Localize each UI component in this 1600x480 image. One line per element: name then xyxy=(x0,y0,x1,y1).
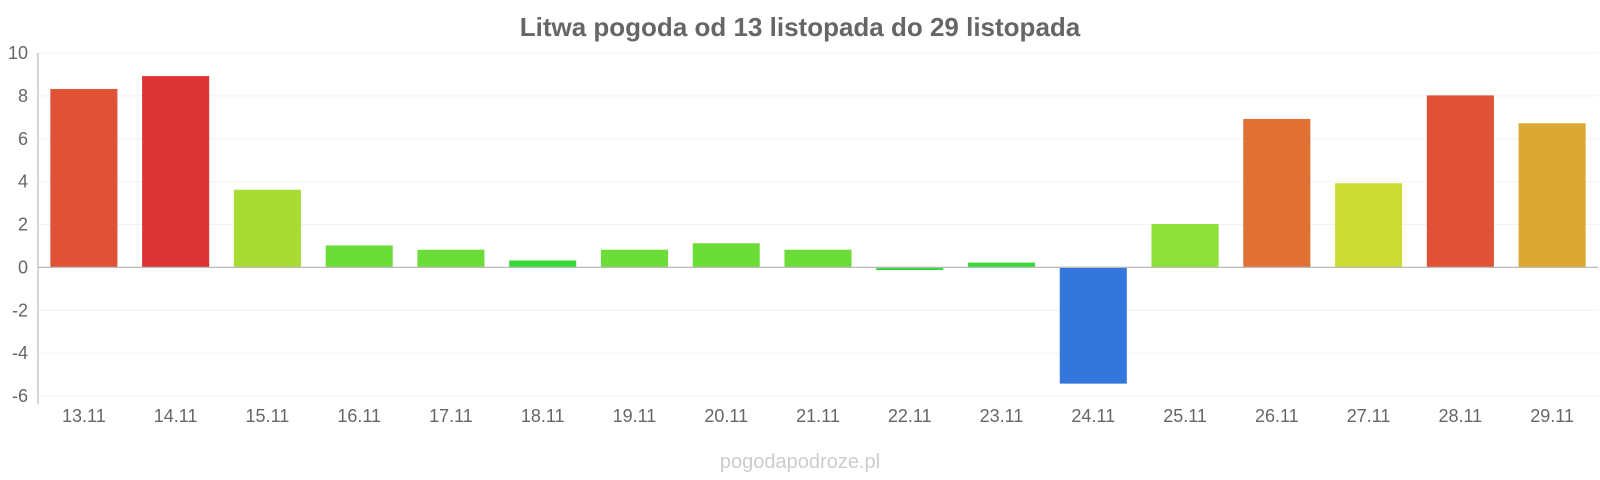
watermark: pogodapodroze.pl xyxy=(720,451,880,473)
x-tick-label: 24.11 xyxy=(1071,406,1115,426)
bar-27.11 xyxy=(1335,183,1403,268)
bar-16.11 xyxy=(325,245,393,268)
x-tick-label: 29.11 xyxy=(1530,406,1574,426)
bar-29.11 xyxy=(1518,123,1586,268)
bar-24.11 xyxy=(1059,266,1127,384)
y-tick-label: 10 xyxy=(8,43,28,63)
x-tick-label: 13.11 xyxy=(62,406,106,426)
bar-15.11 xyxy=(233,189,301,268)
bar-17.11 xyxy=(417,249,485,268)
bar-14.11 xyxy=(142,76,210,268)
x-tick-label: 19.11 xyxy=(613,406,657,426)
x-tick-label: 26.11 xyxy=(1255,406,1299,426)
x-tick-label: 16.11 xyxy=(337,406,381,426)
x-tick-label: 28.11 xyxy=(1438,406,1482,426)
x-tick-label: 25.11 xyxy=(1163,406,1207,426)
bar-20.11 xyxy=(692,243,760,268)
x-tick-label: 23.11 xyxy=(980,406,1024,426)
x-tick-label: 15.11 xyxy=(246,406,290,426)
y-tick-label: 4 xyxy=(18,172,28,192)
bar-21.11 xyxy=(784,249,852,268)
y-tick-label: -4 xyxy=(12,343,28,363)
x-axis-ticks: 13.11 14.11 15.11 16.11 17.11 18.11 19.11 20.11… xyxy=(62,406,1574,426)
x-tick-label: 21.11 xyxy=(796,406,840,426)
x-tick-label: 20.11 xyxy=(704,406,748,426)
y-tick-label: 8 xyxy=(18,86,28,106)
y-axis-ticks: -6 -4 -2 0 2 4 6 8 10 xyxy=(8,43,28,406)
y-tick-label: 6 xyxy=(18,129,28,149)
y-tick-label: -2 xyxy=(12,300,28,320)
y-tick-label: 0 xyxy=(18,257,28,277)
bar-18.11 xyxy=(509,260,577,268)
x-tick-label: 14.11 xyxy=(154,406,198,426)
y-tick-label: -6 xyxy=(12,386,28,406)
bar-23.11 xyxy=(967,262,1036,268)
x-tick-label: 22.11 xyxy=(888,406,932,426)
bar-25.11 xyxy=(1151,224,1219,268)
x-tick-label: 18.11 xyxy=(521,406,565,426)
y-tick-label: 2 xyxy=(18,215,28,235)
x-tick-label: 17.11 xyxy=(429,406,473,426)
bars xyxy=(50,76,1586,384)
bar-19.11 xyxy=(600,249,669,268)
x-tick-label: 27.11 xyxy=(1347,406,1391,426)
chart-title: Litwa pogoda od 13 listopada do 29 listo… xyxy=(520,12,1081,42)
axes xyxy=(37,53,1598,404)
bar-28.11 xyxy=(1426,95,1494,268)
bar-13.11 xyxy=(50,88,118,268)
bar-26.11 xyxy=(1243,118,1311,268)
